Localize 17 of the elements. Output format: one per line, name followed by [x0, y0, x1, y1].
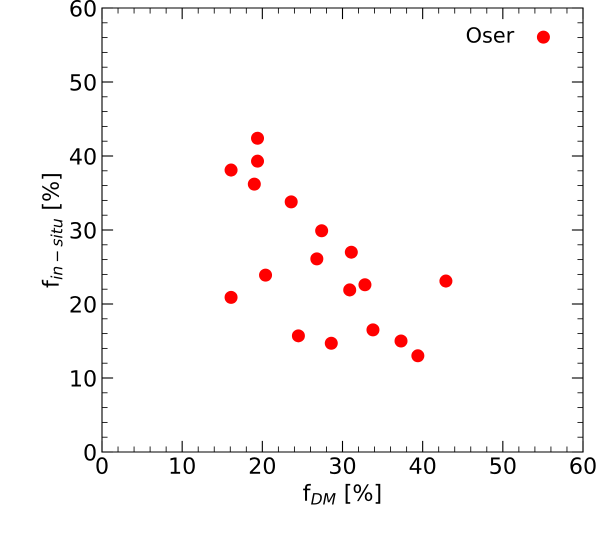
y-tick-label: 60 [70, 0, 96, 17]
y-tick-label: 0 [84, 444, 96, 461]
x-tick-label: 60 [570, 457, 596, 474]
x-tick-label: 0 [96, 457, 108, 474]
x-tick-label: 20 [250, 457, 275, 474]
x-tick-label: 10 [170, 457, 195, 474]
x-tick-label: 50 [490, 457, 516, 474]
y-tick-label: 20 [70, 296, 96, 313]
legend-label: Oser [466, 27, 514, 43]
y-tick-label: 50 [70, 74, 96, 91]
x-axis-title: f$_{DM}$ [%] [303, 484, 380, 504]
x-tick-label: 40 [410, 457, 436, 474]
y-axis-title: f$_{in−situ}$ [%] [42, 174, 63, 288]
y-tick-label: 40 [70, 148, 96, 165]
x-tick-label: 30 [330, 457, 356, 474]
y-tick-label: 30 [70, 222, 96, 239]
y-tick-label: 10 [71, 370, 96, 387]
